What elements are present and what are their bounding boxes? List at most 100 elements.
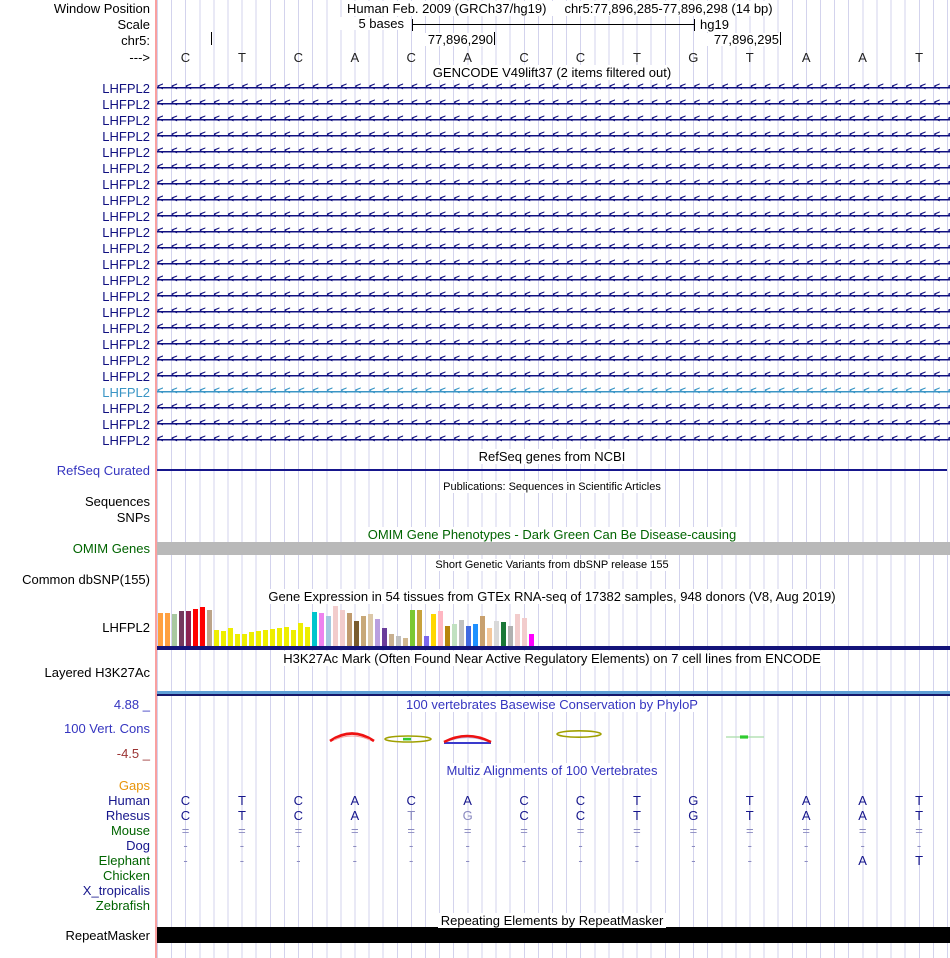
gtex-tissue-bar[interactable] [494, 621, 499, 646]
gene-row-label[interactable]: LHFPL2 [102, 81, 150, 96]
gtex-tissue-bar[interactable] [445, 626, 450, 646]
gtex-tissue-bar[interactable] [179, 611, 184, 646]
gtex-tissue-bar[interactable] [480, 616, 485, 646]
gtex-tissue-bar[interactable] [333, 606, 338, 646]
multiz-track-title[interactable]: Multiz Alignments of 100 Vertebrates [157, 763, 947, 778]
gene-row-label[interactable]: LHFPL2 [102, 305, 150, 320]
gtex-tissue-bar[interactable] [361, 616, 366, 646]
h3k27ac-track-title[interactable]: H3K27Ac Mark (Often Found Near Active Re… [157, 651, 947, 666]
gtex-tissue-bar[interactable] [172, 614, 177, 646]
omim-gene-bar[interactable] [157, 542, 950, 555]
gtex-tissue-bar[interactable] [417, 610, 422, 646]
gene-row-label[interactable]: LHFPL2 [102, 321, 150, 336]
gtex-tissue-bar[interactable] [319, 613, 324, 646]
gtex-tissue-bar[interactable] [473, 624, 478, 646]
gene-row-label[interactable]: LHFPL2 [102, 273, 150, 288]
gene-row-label[interactable]: LHFPL2 [102, 129, 150, 144]
publications-track-title[interactable]: Publications: Sequences in Scientific Ar… [157, 481, 947, 493]
gtex-tissue-bar[interactable] [354, 621, 359, 646]
multiz-species-label[interactable]: Human [108, 793, 150, 808]
refseq-curated-label[interactable]: RefSeq Curated [56, 463, 150, 478]
sequences-label[interactable]: Sequences [84, 494, 150, 509]
gtex-tissue-bar[interactable] [186, 611, 191, 646]
omim-track-title[interactable]: OMIM Gene Phenotypes - Dark Green Can Be… [157, 527, 947, 542]
gtex-tissue-bar[interactable] [438, 611, 443, 646]
gtex-tissue-bar[interactable] [515, 614, 520, 646]
gencode-track-title[interactable]: GENCODE V49lift37 (2 items filtered out) [157, 65, 947, 80]
gtex-tissue-bar[interactable] [214, 630, 219, 646]
gtex-tissue-bar[interactable] [403, 638, 408, 646]
gene-transcript-row[interactable]: <<<<<<<<<<<<<<<<<<<<<<<<<<<<<<<<<<<<<<<<… [157, 400, 950, 416]
gene-transcript-row[interactable]: <<<<<<<<<<<<<<<<<<<<<<<<<<<<<<<<<<<<<<<<… [157, 224, 950, 240]
gtex-tissue-bar[interactable] [312, 612, 317, 646]
gtex-tissue-bar[interactable] [487, 628, 492, 646]
gene-row-label[interactable]: LHFPL2 [102, 177, 150, 192]
gene-transcript-row[interactable]: <<<<<<<<<<<<<<<<<<<<<<<<<<<<<<<<<<<<<<<<… [157, 144, 950, 160]
gtex-tissue-bar[interactable] [193, 609, 198, 646]
gtex-tissue-bar[interactable] [326, 616, 331, 646]
gene-transcript-row[interactable]: <<<<<<<<<<<<<<<<<<<<<<<<<<<<<<<<<<<<<<<<… [157, 368, 950, 384]
multiz-species-label[interactable]: Elephant [98, 853, 150, 868]
gene-row-label[interactable]: LHFPL2 [102, 225, 150, 240]
gtex-tissue-bar[interactable] [508, 626, 513, 646]
multiz-species-label[interactable]: Rhesus [105, 808, 150, 823]
multiz-species-label[interactable]: Mouse [110, 823, 150, 838]
gtex-tissue-bar[interactable] [389, 634, 394, 646]
gene-row-label[interactable]: LHFPL2 [102, 161, 150, 176]
strand-arrow-label[interactable]: ---> [129, 50, 150, 65]
h3k27ac-signal-line[interactable] [157, 691, 950, 694]
gene-row-label[interactable]: LHFPL2 [102, 433, 150, 448]
gtex-tissue-bar[interactable] [235, 634, 240, 646]
common-dbsnp-label[interactable]: Common dbSNP(155) [22, 572, 150, 587]
gene-row-label[interactable]: LHFPL2 [102, 337, 150, 352]
gene-row-label[interactable]: LHFPL2 [102, 241, 150, 256]
multiz-species-label[interactable]: Chicken [103, 868, 150, 883]
gtex-tissue-bar[interactable] [410, 610, 415, 646]
multiz-species-label[interactable]: X_tropicalis [82, 883, 150, 898]
gtex-tissue-bar[interactable] [382, 628, 387, 646]
gene-transcript-row[interactable]: <<<<<<<<<<<<<<<<<<<<<<<<<<<<<<<<<<<<<<<<… [157, 320, 950, 336]
gene-row-label[interactable]: LHFPL2 [102, 209, 150, 224]
gtex-tissue-bar[interactable] [431, 614, 436, 646]
repeatmasker-element-bar[interactable] [157, 927, 950, 943]
refseq-track-title[interactable]: RefSeq genes from NCBI [157, 449, 947, 464]
gene-transcript-row[interactable]: <<<<<<<<<<<<<<<<<<<<<<<<<<<<<<<<<<<<<<<<… [157, 256, 950, 272]
gtex-tissue-bar[interactable] [501, 622, 506, 646]
multiz-species-label[interactable]: Zebrafish [95, 898, 150, 913]
gene-row-label[interactable]: LHFPL2 [102, 113, 150, 128]
gtex-tissue-bar[interactable] [522, 618, 527, 646]
gene-row-label[interactable]: LHFPL2 [102, 401, 150, 416]
conservation-label[interactable]: 100 Vert. Cons [64, 721, 150, 736]
gtex-tissue-bar[interactable] [228, 628, 233, 646]
snps-label[interactable]: SNPs [116, 510, 150, 525]
gtex-tissue-bar[interactable] [396, 636, 401, 646]
gtex-gene-label[interactable]: LHFPL2 [102, 620, 150, 635]
gene-transcript-row[interactable]: <<<<<<<<<<<<<<<<<<<<<<<<<<<<<<<<<<<<<<<<… [157, 80, 950, 96]
gene-row-label[interactable]: LHFPL2 [102, 145, 150, 160]
gene-transcript-row[interactable]: <<<<<<<<<<<<<<<<<<<<<<<<<<<<<<<<<<<<<<<<… [157, 240, 950, 256]
gene-row-label[interactable]: LHFPL2 [102, 417, 150, 432]
layered-h3k27ac-label[interactable]: Layered H3K27Ac [44, 665, 150, 680]
gene-transcript-row[interactable]: <<<<<<<<<<<<<<<<<<<<<<<<<<<<<<<<<<<<<<<<… [157, 176, 950, 192]
repeatmasker-label[interactable]: RepeatMasker [65, 928, 150, 943]
gtex-tissue-bar[interactable] [459, 620, 464, 646]
phylop-wiggle[interactable] [157, 722, 947, 750]
gtex-tissue-bar[interactable] [200, 607, 205, 646]
gene-transcript-row[interactable]: <<<<<<<<<<<<<<<<<<<<<<<<<<<<<<<<<<<<<<<<… [157, 96, 950, 112]
gene-transcript-row[interactable]: <<<<<<<<<<<<<<<<<<<<<<<<<<<<<<<<<<<<<<<<… [157, 272, 950, 288]
gtex-tissue-bar[interactable] [249, 632, 254, 646]
gene-row-label[interactable]: LHFPL2 [102, 257, 150, 272]
gene-transcript-row[interactable]: <<<<<<<<<<<<<<<<<<<<<<<<<<<<<<<<<<<<<<<<… [157, 128, 950, 144]
gtex-tissue-bar[interactable] [424, 636, 429, 646]
gene-transcript-row[interactable]: <<<<<<<<<<<<<<<<<<<<<<<<<<<<<<<<<<<<<<<<… [157, 416, 950, 432]
gene-row-label[interactable]: LHFPL2 [102, 385, 150, 400]
gtex-tissue-bar[interactable] [452, 624, 457, 646]
gene-transcript-row[interactable]: <<<<<<<<<<<<<<<<<<<<<<<<<<<<<<<<<<<<<<<<… [157, 192, 950, 208]
refseq-gene-line[interactable] [157, 469, 947, 471]
gene-transcript-row[interactable]: <<<<<<<<<<<<<<<<<<<<<<<<<<<<<<<<<<<<<<<<… [157, 432, 950, 448]
gene-transcript-row[interactable]: <<<<<<<<<<<<<<<<<<<<<<<<<<<<<<<<<<<<<<<<… [157, 352, 950, 368]
gtex-tissue-bar[interactable] [270, 629, 275, 646]
gene-row-label[interactable]: LHFPL2 [102, 369, 150, 384]
gtex-tissue-bar[interactable] [242, 634, 247, 646]
gtex-tissue-bar[interactable] [347, 613, 352, 646]
